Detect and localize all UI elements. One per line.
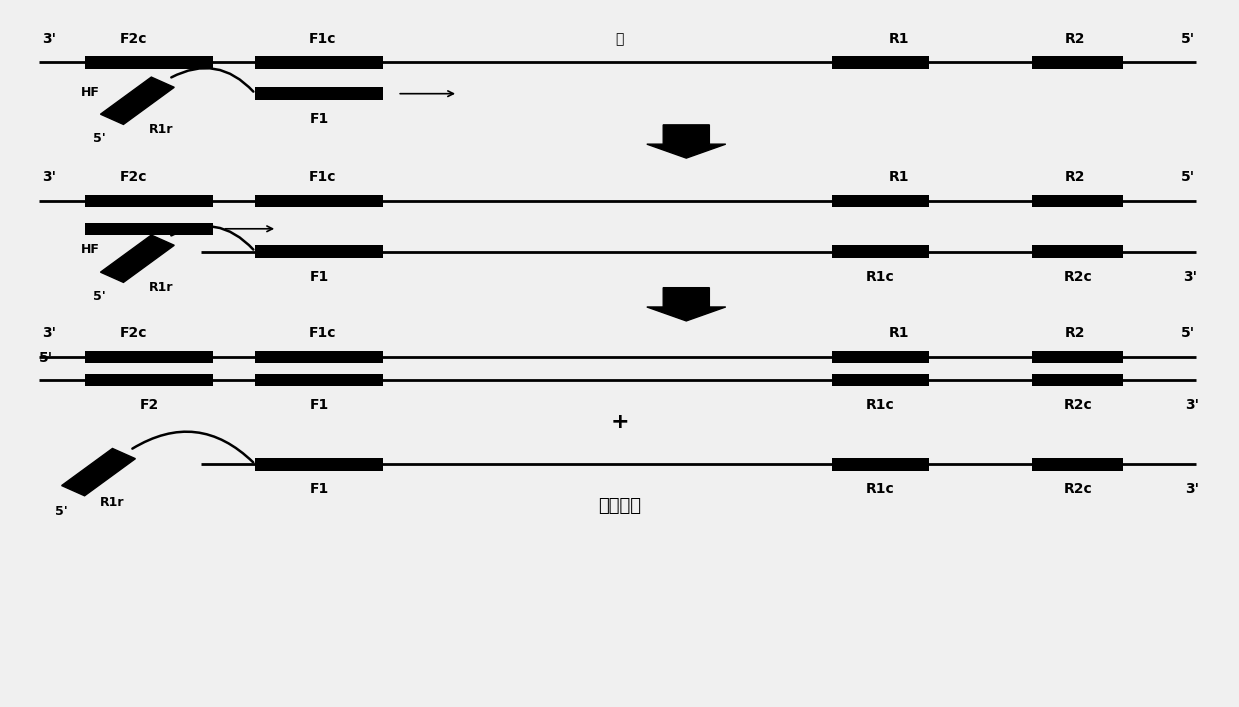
Bar bbox=[831, 57, 929, 69]
Polygon shape bbox=[100, 235, 175, 282]
Bar bbox=[85, 223, 213, 235]
Text: F2: F2 bbox=[139, 247, 159, 261]
Text: F1: F1 bbox=[310, 398, 328, 412]
Text: F1c: F1c bbox=[309, 327, 336, 340]
Polygon shape bbox=[62, 448, 135, 496]
Bar bbox=[255, 57, 383, 69]
Text: R1r: R1r bbox=[149, 123, 173, 136]
Bar bbox=[831, 458, 929, 471]
Text: F2: F2 bbox=[139, 398, 159, 412]
Bar bbox=[255, 88, 383, 100]
Text: R2c: R2c bbox=[1063, 398, 1093, 412]
Text: R2: R2 bbox=[1064, 32, 1085, 46]
Bar bbox=[85, 195, 213, 207]
Text: 3': 3' bbox=[1183, 269, 1197, 284]
Bar bbox=[831, 195, 929, 207]
Text: R1: R1 bbox=[888, 327, 909, 340]
Bar bbox=[255, 373, 383, 386]
Bar bbox=[831, 373, 929, 386]
Text: R2: R2 bbox=[1064, 170, 1085, 185]
Text: 3': 3' bbox=[42, 170, 56, 185]
Bar bbox=[85, 373, 213, 386]
Text: F2c: F2c bbox=[120, 170, 147, 185]
Text: 把: 把 bbox=[616, 32, 623, 46]
Bar bbox=[255, 351, 383, 363]
Bar bbox=[255, 458, 383, 471]
Text: 5': 5' bbox=[93, 132, 107, 145]
Polygon shape bbox=[100, 77, 175, 124]
Bar bbox=[831, 245, 929, 258]
Text: HF: HF bbox=[81, 86, 99, 98]
Text: 5': 5' bbox=[93, 290, 107, 303]
Text: +: + bbox=[610, 412, 629, 432]
Text: F1: F1 bbox=[310, 269, 328, 284]
Text: R2c: R2c bbox=[1063, 482, 1093, 496]
Text: 5': 5' bbox=[1181, 32, 1194, 46]
Text: R1: R1 bbox=[888, 170, 909, 185]
Text: R1r: R1r bbox=[100, 496, 124, 509]
Bar bbox=[1032, 351, 1124, 363]
Bar bbox=[1032, 458, 1124, 471]
Text: F2c: F2c bbox=[120, 32, 147, 46]
Text: F1: F1 bbox=[310, 482, 328, 496]
Text: 3': 3' bbox=[42, 32, 56, 46]
Text: R1c: R1c bbox=[866, 269, 895, 284]
Text: HF: HF bbox=[81, 243, 99, 257]
Bar bbox=[255, 195, 383, 207]
Text: 5': 5' bbox=[40, 351, 53, 365]
Bar bbox=[255, 245, 383, 258]
Text: 3': 3' bbox=[42, 327, 56, 340]
Bar bbox=[1032, 245, 1124, 258]
Text: R2: R2 bbox=[1064, 327, 1085, 340]
Bar bbox=[1032, 57, 1124, 69]
Bar bbox=[85, 57, 213, 69]
Text: R1r: R1r bbox=[149, 281, 173, 293]
Text: F1c: F1c bbox=[309, 170, 336, 185]
Text: 第一核酸: 第一核酸 bbox=[598, 497, 641, 515]
Text: F1: F1 bbox=[310, 112, 328, 126]
FancyArrow shape bbox=[647, 125, 726, 158]
Text: R1c: R1c bbox=[866, 398, 895, 412]
Text: 3': 3' bbox=[1186, 398, 1199, 412]
Text: R2c: R2c bbox=[1063, 269, 1093, 284]
Bar bbox=[831, 351, 929, 363]
Text: F1c: F1c bbox=[309, 32, 336, 46]
Text: F2c: F2c bbox=[120, 327, 147, 340]
Text: R1: R1 bbox=[888, 32, 909, 46]
Text: 5': 5' bbox=[55, 505, 67, 518]
Text: 5': 5' bbox=[1181, 170, 1194, 185]
Bar bbox=[1032, 195, 1124, 207]
FancyArrow shape bbox=[647, 288, 726, 321]
Text: R1c: R1c bbox=[866, 482, 895, 496]
Text: 3': 3' bbox=[1186, 482, 1199, 496]
Bar bbox=[1032, 373, 1124, 386]
Bar bbox=[85, 351, 213, 363]
Text: 5': 5' bbox=[1181, 327, 1194, 340]
